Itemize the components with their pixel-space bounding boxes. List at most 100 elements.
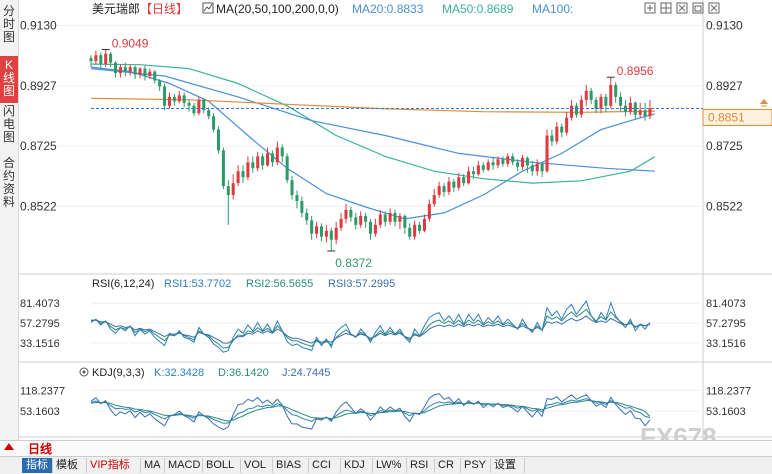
- chart-svg[interactable]: 0.9049 0.8956 0.8372 0.9130 0.9130 0.8927 0.8…: [18, 0, 772, 452]
- candle: [452, 178, 456, 193]
- side-tab-bar: 分时图 K线图 闪电图 合约资料: [0, 0, 19, 440]
- rsi-tick-right: 81.4073: [706, 298, 746, 310]
- candle: [300, 196, 304, 218]
- annotation-label: 0.8372: [335, 256, 372, 270]
- candle: [89, 55, 93, 68]
- price-annotation: 0.8956: [606, 64, 654, 78]
- tab-contract-info[interactable]: 合约资料: [2, 156, 15, 209]
- candle: [530, 160, 534, 176]
- indicator-button[interactable]: LW%: [372, 458, 407, 473]
- candle: [378, 209, 382, 228]
- kdj-tick-left: 118.2377: [20, 385, 65, 397]
- candle: [143, 65, 147, 81]
- indicator-button[interactable]: VOL: [240, 458, 273, 473]
- rsi-tick-left: 33.1516: [20, 338, 60, 350]
- indicator-button[interactable]: CR: [434, 458, 461, 473]
- plus-square-icon[interactable]: [644, 2, 656, 14]
- annotation-label: 0.8956: [617, 64, 654, 78]
- candle: [99, 52, 103, 69]
- rsi-tick-left: 57.2795: [20, 318, 60, 330]
- indicator-button[interactable]: MA: [140, 458, 165, 473]
- candle: [368, 218, 373, 240]
- indicator-button[interactable]: 指标: [22, 458, 53, 473]
- watermark: FX678: [640, 422, 717, 440]
- indicator-button[interactable]: BIAS: [272, 458, 309, 473]
- candle: [609, 77, 613, 109]
- candle: [373, 218, 377, 237]
- candle: [133, 65, 137, 79]
- annotations: 0.9049 0.8956 0.8372: [101, 37, 654, 270]
- candle: [388, 208, 392, 225]
- chevron-up-icon[interactable]: [4, 443, 14, 450]
- kdj-j-value: J:24.7445: [282, 367, 330, 379]
- candle: [354, 212, 358, 230]
- price-tick-right: 0.8725: [706, 139, 743, 153]
- candle: [349, 206, 353, 222]
- indicator-button[interactable]: VIP指标: [86, 458, 141, 473]
- price-tick-right: 0.8927: [706, 79, 743, 93]
- candle: [138, 67, 142, 79]
- candle: [339, 212, 343, 231]
- kdj-tick-right: 118.2377: [706, 385, 751, 397]
- candle: [359, 211, 363, 228]
- indicator-button[interactable]: PSY: [460, 458, 491, 473]
- price-tick-left: 0.8725: [20, 139, 57, 153]
- candle: [614, 81, 618, 103]
- kdj-lines: [90, 389, 703, 431]
- rsi-tick-right: 33.1516: [706, 338, 746, 350]
- rsi-line-rsi3: [91, 315, 651, 344]
- price-grid: [18, 24, 703, 207]
- bottom-toolbar: 日线 指标 模板 VIP指标 MA MACD BOLL VOL BIAS CCI KDJ LW% RS…: [0, 440, 772, 474]
- candle: [123, 62, 127, 77]
- restore-icon[interactable]: [692, 2, 704, 14]
- candle: [280, 144, 284, 163]
- last-price-badge: 0.8851: [702, 99, 772, 126]
- candle: [207, 107, 211, 120]
- ma-settings-icon[interactable]: [202, 2, 214, 14]
- candle: [516, 159, 520, 172]
- candle: [393, 209, 397, 227]
- period-row: 日线: [0, 440, 772, 457]
- candle: [113, 61, 118, 78]
- price-tick-right: 0.9130: [706, 18, 743, 32]
- kdj-line-j: [90, 393, 651, 431]
- candle: [383, 211, 387, 227]
- chart-area[interactable]: 0.9049 0.8956 0.8372 0.9130 0.9130 0.8927 0.8…: [18, 0, 772, 452]
- candle: [261, 153, 265, 170]
- candle: [270, 150, 274, 167]
- window-icon[interactable]: [660, 2, 672, 14]
- indicator-button[interactable]: BOLL: [202, 458, 241, 473]
- rsi-lines: [90, 300, 703, 353]
- price-up-arrow-icon: [760, 99, 768, 104]
- candle: [197, 96, 201, 116]
- rsi-line-rsi2: [90, 308, 651, 349]
- candle: [319, 223, 323, 242]
- indicator-button[interactable]: MACD: [164, 458, 203, 473]
- indicator-button[interactable]: RSI: [406, 458, 435, 473]
- rsi3-value: RSI3:57.2995: [328, 278, 395, 290]
- candle: [570, 99, 574, 121]
- candle: [153, 70, 157, 84]
- close-icon[interactable]: [708, 2, 720, 14]
- candle: [167, 92, 171, 109]
- tab-flash-chart[interactable]: 闪电图: [2, 104, 15, 144]
- rsi-label: RSI(6,12,24): [92, 278, 154, 290]
- kdj-settings-icon[interactable]: [79, 367, 89, 377]
- candle: [226, 180, 230, 225]
- price-tick-left: 0.8927: [20, 79, 57, 93]
- tab-time-chart[interactable]: 分时图: [2, 4, 15, 44]
- ma-label: MA(20,50,100,200,0,0): [216, 2, 339, 16]
- close-square-icon[interactable]: [676, 2, 688, 14]
- candle: [187, 99, 191, 112]
- candle: [545, 129, 549, 173]
- period-button[interactable]: 日线: [28, 442, 53, 456]
- candle: [398, 212, 402, 230]
- indicator-button[interactable]: CCI: [308, 458, 341, 473]
- indicator-button[interactable]: 设置: [490, 458, 525, 473]
- indicator-button[interactable]: KDJ: [340, 458, 373, 473]
- candle: [540, 162, 544, 178]
- tab-kline-chart[interactable]: K线图: [0, 56, 18, 103]
- candle: [266, 147, 270, 167]
- indicator-button[interactable]: 模板: [52, 458, 87, 473]
- candle: [202, 98, 206, 114]
